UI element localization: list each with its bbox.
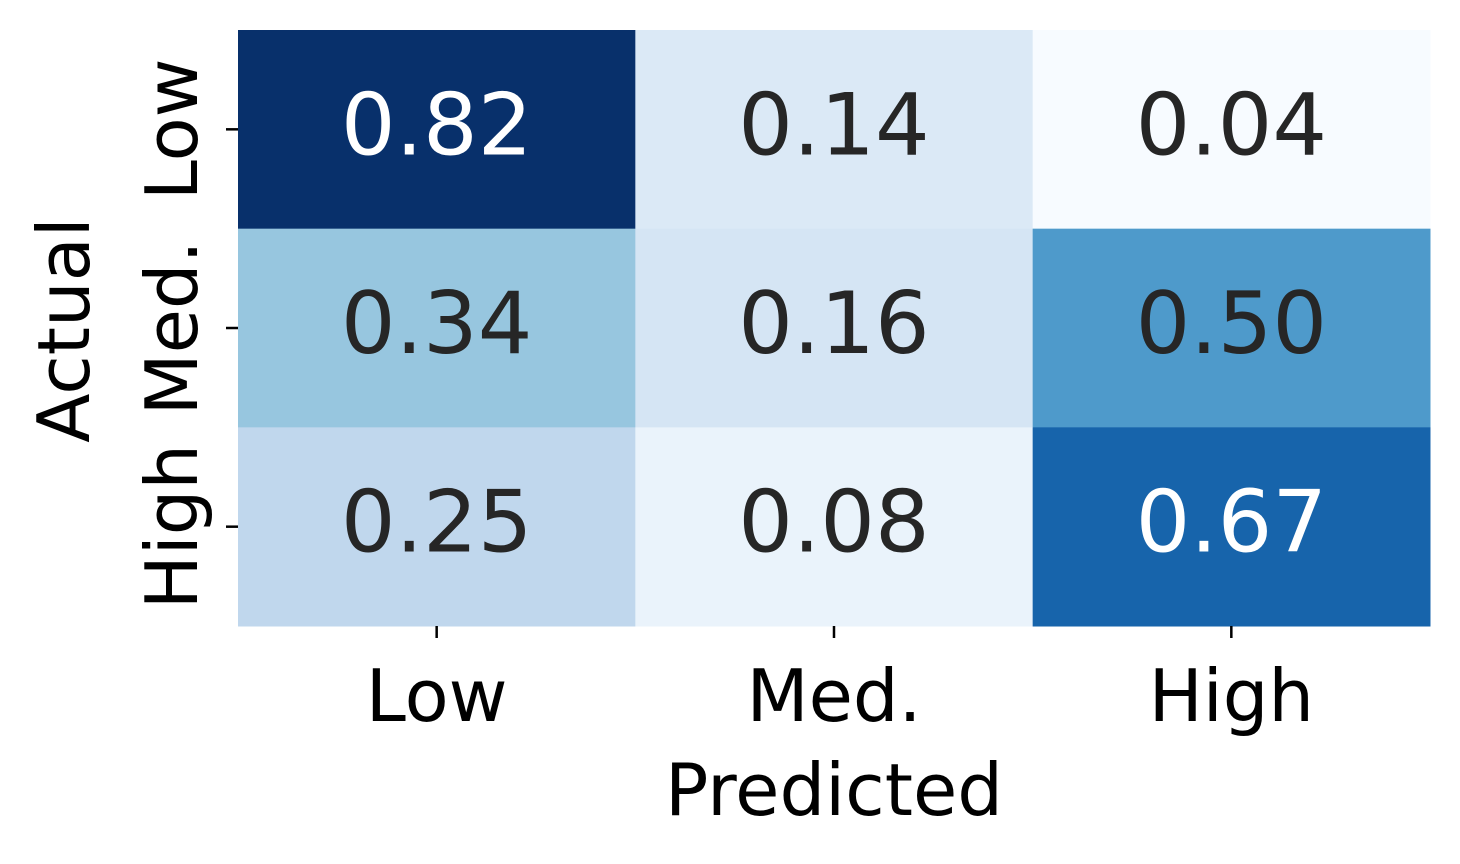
cell-value-label-r2-c2: 0.67 [1136,473,1327,573]
x-axis-label: Predicted [665,748,1003,832]
heatmap-cell-r2-c0 [238,427,636,627]
y-tick-label-2: High [130,444,214,609]
x-tick-label-2: High [1149,654,1314,738]
heatmap-cell-r2-c1 [635,427,1034,627]
cell-value-label-r0-c2: 0.04 [1136,75,1327,175]
y-axis-ticks: Low Med. High [130,58,238,609]
heatmap-cell-r2-c2 [1032,427,1431,627]
y-tick-label-0: Low [130,58,214,200]
y-axis-label: Actual [22,217,106,443]
heatmap-cell-r0-c0 [238,30,636,230]
cell-value-label-r2-c1: 0.08 [738,473,929,573]
x-axis-ticks: Low Med. High [366,626,1314,738]
x-tick-label-0: Low [366,654,508,738]
cell-value-label-r1-c2: 0.50 [1136,274,1327,374]
cell-value-label-r0-c1: 0.14 [738,75,929,175]
cell-value-label-r2-c0: 0.25 [341,473,532,573]
heatmap-cell-r1-c1 [635,228,1034,428]
heatmap-cell-r1-c0 [238,228,636,428]
heatmap-cell-labels: 0.82 0.14 0.04 0.34 0.16 0.50 0.25 0.08 0.67 [341,75,1327,572]
x-tick-label-1: Med. [746,654,921,738]
cell-value-label-r0-c0: 0.82 [341,75,532,175]
cell-value-label-r1-c1: 0.16 [738,274,929,374]
cell-value-label-r1-c0: 0.34 [341,274,532,374]
heatmap-cell-r0-c1 [635,30,1034,230]
heatmap-cell-r0-c2 [1032,30,1431,230]
heatmap-cells [238,30,1431,627]
y-tick-label-1: Med. [130,240,214,415]
heatmap-cell-r1-c2 [1032,228,1431,428]
